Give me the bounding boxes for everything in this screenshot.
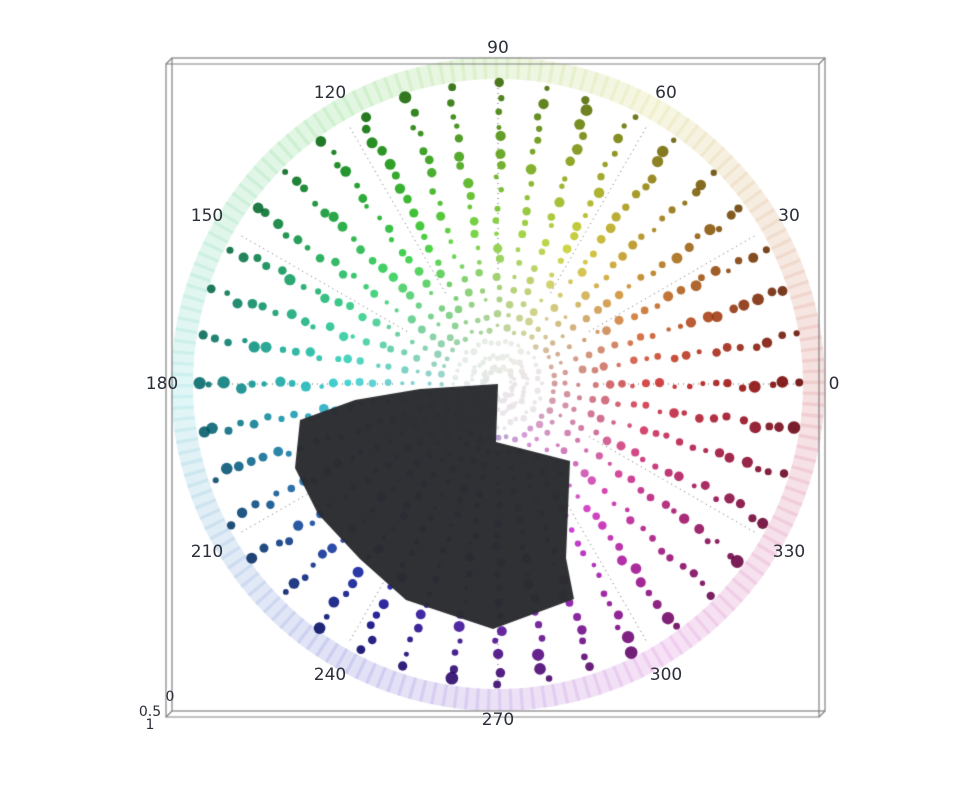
chart-stage: 030609012015018021024027030033000.51 — [0, 0, 961, 797]
polar-scatter-canvas — [0, 0, 961, 797]
